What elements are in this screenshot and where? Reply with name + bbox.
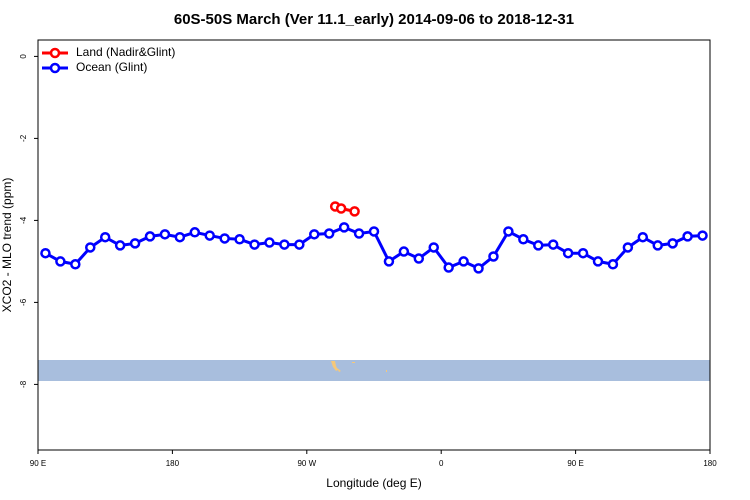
point <box>323 228 335 239</box>
point <box>114 240 126 251</box>
point <box>473 263 484 274</box>
map-strip <box>38 360 710 381</box>
point <box>592 256 604 267</box>
x-tick-label: 180 <box>166 459 180 468</box>
chart-title: 60S-50S March (Ver 11.1_early) 2014-09-0… <box>174 11 574 28</box>
point <box>294 239 305 250</box>
point <box>144 231 156 242</box>
point <box>249 239 260 250</box>
x-tick-label: 0 <box>439 459 444 468</box>
point <box>40 247 51 259</box>
point <box>443 262 454 273</box>
point <box>577 247 589 259</box>
y-tick-label: -6 <box>19 298 28 306</box>
point <box>607 259 619 270</box>
point <box>159 229 171 240</box>
point <box>279 239 290 250</box>
x-tick-label: 180 <box>703 459 717 468</box>
point <box>204 230 215 241</box>
point <box>129 238 141 249</box>
point <box>55 256 66 267</box>
point <box>547 239 559 250</box>
plot-frame <box>37 39 711 451</box>
point <box>682 231 693 242</box>
point <box>189 227 201 238</box>
point <box>652 240 663 251</box>
x-tick-label: 90 W <box>297 459 316 468</box>
point <box>637 231 649 243</box>
y-tick-label: 0 <box>19 54 28 59</box>
point <box>697 230 708 241</box>
point <box>353 228 365 239</box>
legend-marker <box>49 47 61 59</box>
point <box>99 231 111 243</box>
y-tick-label: -8 <box>19 380 28 388</box>
point <box>335 203 347 214</box>
point <box>428 242 439 253</box>
point <box>667 238 678 249</box>
point <box>219 233 230 244</box>
y-tick-label: -4 <box>19 216 28 224</box>
point <box>174 231 186 243</box>
point <box>503 226 514 237</box>
point <box>488 251 499 262</box>
y-tick-label: -2 <box>19 134 28 142</box>
x-tick-label: 90 E <box>567 459 583 468</box>
point <box>264 237 275 248</box>
point <box>518 234 529 245</box>
x-tick-label: 90 E <box>30 459 46 468</box>
point <box>234 234 245 245</box>
legend-marker <box>49 62 61 74</box>
point <box>533 240 544 251</box>
point <box>622 242 634 253</box>
point <box>70 259 81 270</box>
point <box>309 229 320 240</box>
point <box>562 247 574 259</box>
x-axis-label: Longitude (deg E) <box>326 476 421 490</box>
point <box>383 256 395 267</box>
legend-label: Land (Nadir&Glint) <box>76 45 175 59</box>
legend-label: Ocean (Glint) <box>76 60 147 74</box>
point <box>458 256 469 267</box>
point <box>85 242 96 253</box>
point <box>338 222 350 233</box>
point <box>398 246 410 257</box>
point <box>349 206 360 217</box>
point <box>413 253 425 264</box>
y-axis-label: XCO2 - MLO trend (ppm) <box>0 178 14 313</box>
point <box>368 226 380 237</box>
